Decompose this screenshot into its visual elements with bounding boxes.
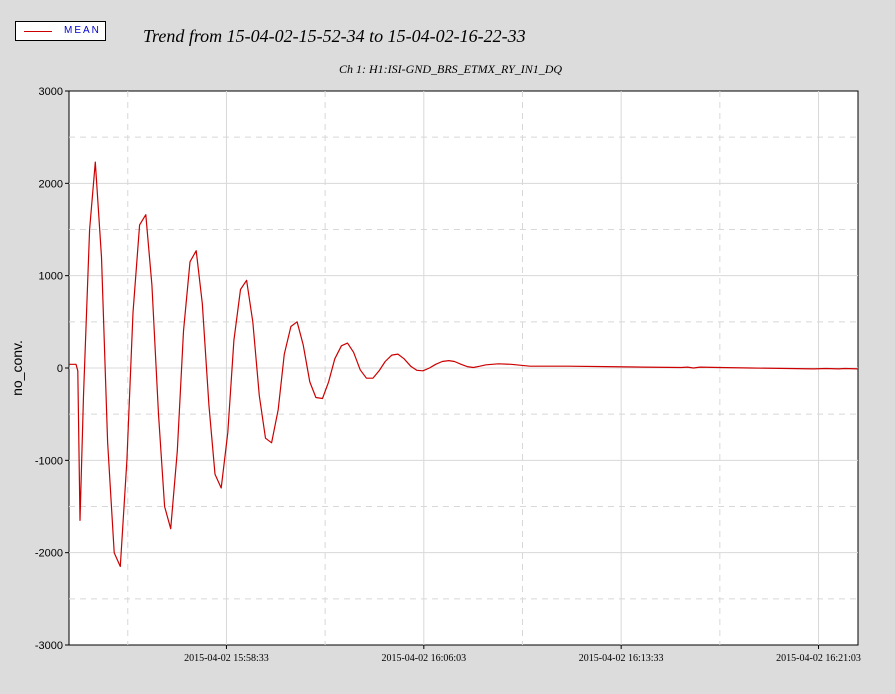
series-line-mean bbox=[69, 161, 859, 568]
legend-label-mean: MEAN bbox=[64, 25, 101, 36]
legend: MEAN bbox=[15, 21, 106, 41]
x-tick-label: 2015-04-02 16:06:03 bbox=[381, 653, 466, 664]
x-tick-label: 2015-04-02 15:58:33 bbox=[184, 653, 269, 664]
x-tick-label: 2015-04-02 16:21:03 bbox=[776, 653, 861, 664]
chart-subtitle: Ch 1: H1:ISI-GND_BRS_ETMX_RY_IN1_DQ bbox=[339, 62, 563, 76]
y-tick-label: -2000 bbox=[35, 548, 63, 560]
y-tick-label: 2000 bbox=[39, 178, 63, 190]
y-tick-label: 1000 bbox=[39, 271, 63, 283]
y-tick-label: -1000 bbox=[35, 455, 63, 467]
axes: -3000 -2000 -1000 0 1000 2000 3000 2015-04-02 1… bbox=[35, 86, 861, 664]
y-tick-label: -3000 bbox=[35, 640, 63, 652]
y-axis-label: no_conv. bbox=[9, 340, 25, 396]
y-tick-label: 3000 bbox=[39, 86, 63, 98]
chart-title: Trend from 15-04-02-15-52-34 to 15-04-02… bbox=[143, 26, 526, 46]
legend-swatch-mean bbox=[24, 31, 52, 32]
y-tick-label: 0 bbox=[57, 363, 63, 375]
series-layer bbox=[69, 161, 859, 568]
x-tick-label: 2015-04-02 16:13:33 bbox=[579, 653, 664, 664]
